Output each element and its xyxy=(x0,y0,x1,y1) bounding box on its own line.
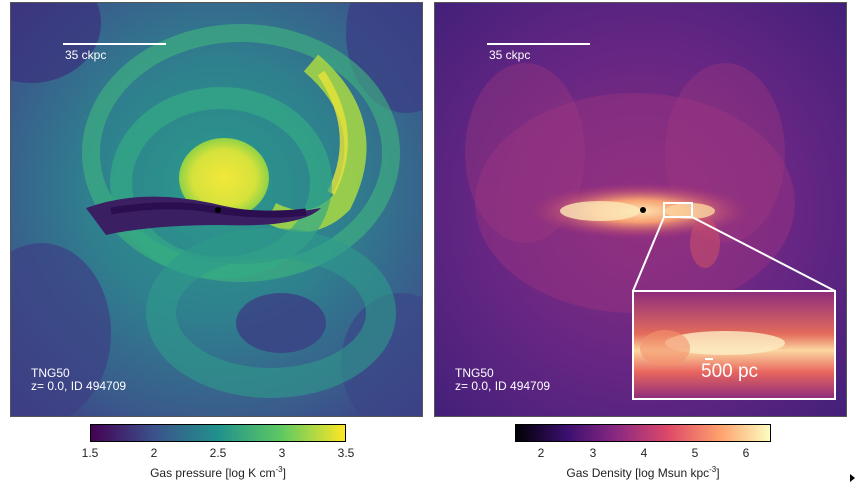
colorbar-tick: 2.5 xyxy=(209,446,227,460)
simulation-info: z= 0.0, ID 494709 xyxy=(455,379,551,393)
simulation-info: z= 0.0, ID 494709 xyxy=(31,379,127,393)
scale-bar xyxy=(63,43,166,45)
colorbar-tick: 5 xyxy=(691,446,699,460)
colorbar-tick: 3.5 xyxy=(337,446,355,460)
scale-label: 35 ckpc xyxy=(489,48,531,62)
colorbar-tick: 3 xyxy=(278,446,286,460)
colorbar-title: Gas pressure [log K cm-3] xyxy=(150,465,286,480)
colorbar-tick: 6 xyxy=(742,446,750,460)
gas-density-map: 35 ckpc TNG50 z= 0.0, ID 494709 500 pc xyxy=(434,2,847,417)
colorbar-tick: 2 xyxy=(150,446,158,460)
scale-bar xyxy=(487,43,590,45)
colorbar-tick: 2 xyxy=(537,446,545,460)
colorbar-tick: 1.5 xyxy=(81,446,99,460)
simulation-name: TNG50 xyxy=(31,366,70,380)
simulation-label: TNG50 z= 0.0, ID 494709 xyxy=(31,367,126,393)
inset-scale-label: 500 pc xyxy=(701,361,759,382)
mouse-cursor-icon xyxy=(850,474,855,482)
scale-label: 35 ckpc xyxy=(65,48,107,62)
gas-pressure-image xyxy=(11,3,422,416)
colorbar-title: Gas Density [log Msun kpc-3] xyxy=(566,465,720,480)
simulation-label: TNG50 z= 0.0, ID 494709 xyxy=(455,367,550,393)
colorbar-tick: 4 xyxy=(640,446,648,460)
density-colorbar xyxy=(515,424,771,442)
colorbar-tick: 3 xyxy=(589,446,597,460)
gas-pressure-map: 35 ckpc TNG50 z= 0.0, ID 494709 xyxy=(10,2,423,417)
gas-density-image xyxy=(435,3,846,416)
simulation-name: TNG50 xyxy=(455,366,494,380)
pressure-colorbar xyxy=(90,424,346,442)
